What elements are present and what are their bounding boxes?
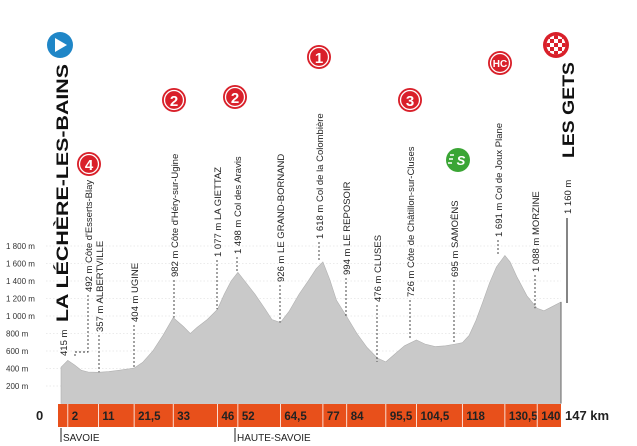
elevation-profile-area: [60, 255, 562, 404]
waypoint-labels: 492 m Côte d'Esserts-Blay 357 m ALBERTVIL…: [84, 113, 542, 332]
region-label-haute-savoie: HAUTE-SAVOIE: [237, 433, 311, 444]
altitude-tick-label: 1 600 m: [6, 260, 35, 269]
waypoint-stem: [74, 295, 89, 358]
start-altitude-label: 415 m: [59, 330, 70, 356]
svg-text:3: 3: [406, 93, 414, 110]
km-tick-labels: 2 11 21,5 33 46 52 64,5 77 84 95,5 104,5 118 130,5 14…: [67, 404, 560, 427]
km-tick-label: 33: [177, 411, 190, 423]
waypoint-label: 357 m ALBERTVILLE: [95, 241, 106, 332]
km-tick-label: 130,5: [509, 411, 538, 423]
total-distance-label: 147 km: [565, 408, 609, 423]
climb-category-badge: 4: [77, 152, 101, 176]
svg-text:2: 2: [231, 90, 239, 107]
km-tick-label: 52: [242, 411, 255, 423]
km-tick-label: 118: [466, 411, 485, 423]
svg-text:1: 1: [315, 50, 323, 67]
start-icon: [47, 32, 73, 58]
waypoint-label: 404 m UGINE: [130, 263, 141, 322]
waypoint-label: 695 m SAMOËNS: [450, 200, 461, 277]
km-tick-label: 77: [327, 411, 340, 423]
waypoint-label: 982 m Côte d'Héry-sur-Ugine: [170, 154, 181, 277]
region-boundaries: SAVOIE HAUTE-SAVOIE: [60, 428, 311, 444]
altitude-tick-label: 800 m: [6, 330, 29, 339]
km-tick-label: 64,5: [284, 411, 307, 423]
climb-category-badge: 2: [223, 85, 247, 109]
waypoint-label: 726 m Côte de Châtillon-sur-Cluses: [406, 146, 417, 297]
climb-category-badge: 2: [162, 88, 186, 112]
km-tick-label: 95,5: [390, 411, 413, 423]
climb-category-badge: HC: [488, 51, 512, 75]
km-tick-label: 140: [541, 411, 560, 423]
km-tick-label: 104,5: [420, 411, 449, 423]
waypoint-label: 1 618 m Col de la Colombière: [315, 113, 326, 239]
km-tick-label: 21,5: [138, 411, 161, 423]
altitude-tick-label: 1 800 m: [6, 242, 35, 251]
altitude-tick-label: 1 000 m: [6, 312, 35, 321]
km-tick-label: 2: [72, 411, 78, 423]
start-town-label: LA LÉCHÈRE-LES-BAINS: [53, 64, 72, 322]
waypoint-stems: [74, 240, 562, 404]
waypoint-label: 926 m LE GRAND-BORNAND: [276, 154, 287, 282]
waypoint-label: 1 088 m MORZINE: [531, 191, 542, 272]
km-tick-label: 46: [221, 411, 234, 423]
finish-altitude-label: 1 160 m: [563, 180, 574, 214]
climb-category-badge: 1: [307, 45, 331, 69]
altitude-tick-label: 400 m: [6, 365, 29, 374]
waypoint-label: 994 m LE REPOSOIR: [342, 181, 353, 275]
zero-km-label: 0: [36, 408, 43, 423]
altitude-axis-labels: 200 m 400 m 600 m 800 m 1 000 m 1 200 m 1 400 …: [6, 242, 35, 391]
waypoint-label: 476 m CLUSES: [373, 235, 384, 302]
finish-town-label: LES GETS: [559, 62, 578, 158]
svg-text:2: 2: [170, 93, 178, 110]
altitude-tick-label: 1 400 m: [6, 277, 35, 286]
svg-text:HC: HC: [493, 59, 507, 70]
waypoint-label: 1 691 m Col de Joux Plane: [494, 123, 505, 237]
altitude-tick-label: 600 m: [6, 347, 29, 356]
finish-flag-icon: [543, 32, 569, 58]
intermediate-sprint-badge: S: [446, 148, 470, 172]
climb-category-badge: 3: [398, 88, 422, 112]
region-label-savoie: SAVOIE: [63, 433, 100, 444]
waypoint-label: 492 m Côte d'Esserts-Blay: [84, 180, 95, 292]
waypoint-label: 1 077 m LA GIETTAZ: [213, 167, 224, 257]
svg-text:S: S: [457, 153, 466, 168]
km-tick-label: 11: [102, 411, 115, 423]
climb-markers: 4 2 2 1 3 HC S: [77, 45, 512, 176]
waypoint-label: 1 498 m Col des Aravis: [233, 156, 244, 254]
distance-baseline-bar: [58, 404, 561, 427]
altitude-tick-label: 1 200 m: [6, 295, 35, 304]
altitude-tick-label: 200 m: [6, 382, 29, 391]
svg-text:4: 4: [85, 157, 94, 174]
km-tick-label: 84: [351, 411, 364, 423]
